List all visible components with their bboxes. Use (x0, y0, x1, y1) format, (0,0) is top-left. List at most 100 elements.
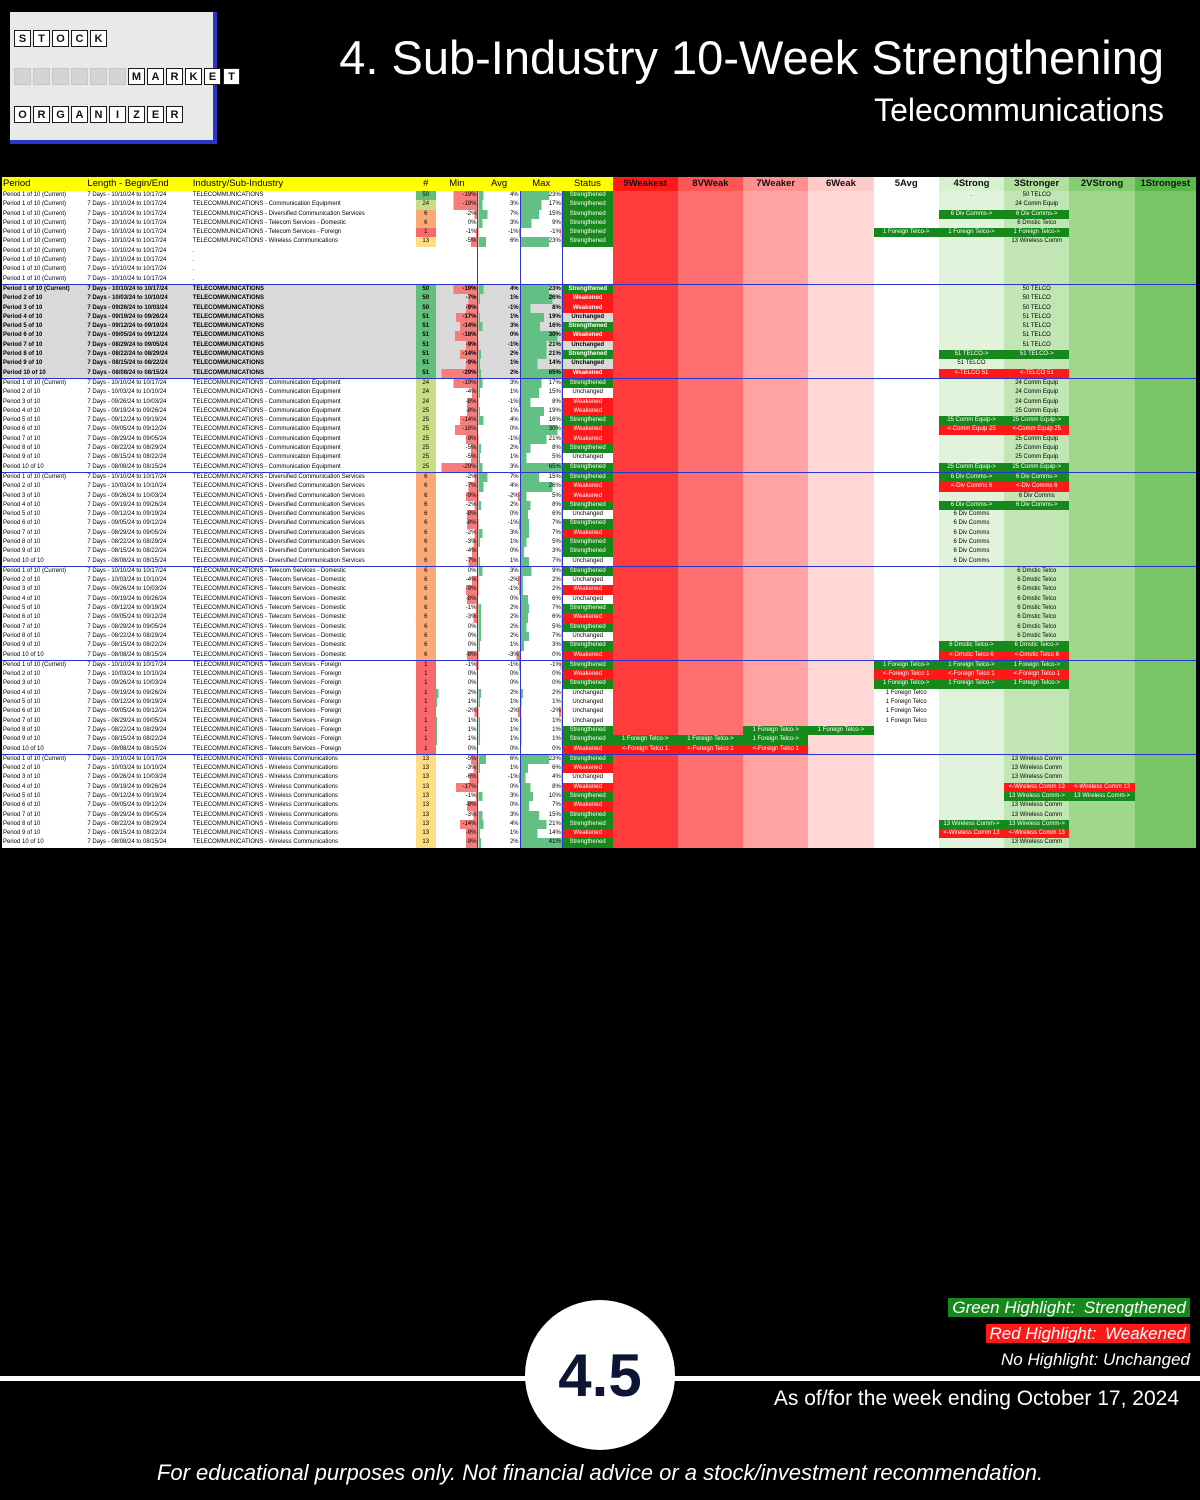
column-header: 7Weaker (743, 177, 809, 191)
zone-cell (1069, 322, 1135, 332)
zone-cell (873, 782, 939, 792)
zone-cell: 25 Comm Equip (1004, 453, 1070, 463)
min-cell: -7% (435, 556, 478, 567)
zone-cell (1004, 556, 1070, 567)
count-cell: 6 (415, 622, 436, 632)
zone-cell (1134, 688, 1196, 699)
length-cell: 7 Days - 09/12/24 to 09/19/24 (86, 698, 192, 708)
min-cell: -6% (435, 773, 478, 783)
length-cell: 7 Days - 08/22/24 to 08/29/24 (86, 537, 192, 548)
zone-cell: 1 Foreign Telco-> (743, 735, 809, 745)
min-cell: -9% (435, 303, 478, 313)
zone-cell (873, 810, 939, 820)
zone-cell (612, 471, 678, 483)
zone-cell (612, 792, 678, 802)
zone-cell (1134, 792, 1196, 802)
count-cell: 13 (415, 792, 436, 802)
max-cell: 0% (519, 670, 563, 680)
zone-cell (612, 303, 678, 313)
min-cell: -9% (435, 434, 478, 445)
zone-cell (938, 594, 1005, 605)
period-cell: Period 9 of 10 (2, 829, 87, 839)
length-cell: 7 Days - 08/22/24 to 08/29/24 (86, 725, 192, 736)
zone-cell (873, 274, 939, 285)
length-cell: 7 Days - 10/10/24 to 10/17/24 (86, 237, 192, 247)
zone-cell (612, 519, 678, 529)
avg-cell: 1% (477, 388, 521, 398)
zone-cell (1004, 725, 1070, 736)
period-cell: Period 4 of 10 (2, 688, 87, 699)
zone-cell: 6 Div Comms (938, 547, 1005, 557)
zone-cell (677, 500, 744, 511)
length-cell: 7 Days - 08/22/24 to 08/29/24 (86, 631, 192, 642)
table-row: Period 7 of 10 7 Days - 08/29/24 to 09/05… (2, 434, 1196, 445)
count-cell: 6 (415, 576, 436, 586)
zone-cell: 1 Foreign Telco-> (1004, 679, 1070, 689)
min-cell (435, 274, 478, 285)
length-cell: 7 Days - 08/15/24 to 08/22/24 (86, 735, 192, 745)
zone-cell (612, 191, 678, 201)
zone-cell (873, 576, 939, 586)
zone-cell (938, 377, 1005, 389)
zone-cell (1069, 312, 1135, 323)
min-cell: -3% (435, 537, 478, 548)
zone-cell (1004, 716, 1070, 726)
zone-cell (1134, 350, 1196, 360)
zone-cell: . (938, 191, 1005, 201)
table-row: Period 1 of 10 (Current) 7 Days - 10/10/2… (2, 228, 1196, 238)
zone-cell (1134, 725, 1196, 736)
zone-cell: <-Foreign Telco 1 (873, 670, 939, 680)
logo-letter: T (223, 68, 240, 85)
industry-cell: TELECOMMUNICATIONS - Diversified Communi… (191, 528, 416, 538)
industry-cell: TELECOMMUNICATIONS (191, 359, 416, 369)
status-cell: Weakened (561, 482, 613, 492)
count-cell: 6 (415, 565, 436, 577)
avg-cell: 3% (477, 810, 521, 820)
zone-cell (1069, 228, 1135, 238)
max-cell: 3% (519, 641, 563, 651)
min-cell: 1% (435, 735, 478, 745)
min-cell: -9% (435, 359, 478, 369)
min-cell: -2% (435, 707, 478, 717)
table-row: Period 1 of 10 (Current) 7 Days - 10/10/2… (2, 218, 1196, 229)
zone-cell (612, 801, 678, 811)
zone-cell (677, 274, 744, 285)
zone-cell (808, 547, 874, 557)
length-cell: 7 Days - 09/12/24 to 09/19/24 (86, 322, 192, 332)
zone-cell (677, 792, 744, 802)
min-cell: 0% (435, 218, 478, 229)
min-cell: -8% (435, 650, 478, 661)
zone-cell (938, 753, 1005, 765)
zone-cell (808, 406, 874, 417)
zone-cell (1069, 191, 1135, 201)
zone-cell (1069, 388, 1135, 398)
zone-cell: <-Dmstic Telco 6 (938, 650, 1005, 661)
min-cell: -3% (435, 613, 478, 623)
zone-cell (1069, 471, 1135, 483)
status-cell: Unchanged (561, 631, 613, 642)
industry-cell: TELECOMMUNICATIONS - Telecom Services - … (191, 735, 416, 745)
zone-cell (1134, 556, 1196, 567)
zone-cell (1134, 829, 1196, 839)
period-cell: Period 5 of 10 (2, 322, 87, 332)
period-cell: Period 1 of 10 (Current) (2, 246, 87, 257)
zone-cell (612, 556, 678, 567)
zone-cell (677, 359, 744, 369)
period-cell: Period 6 of 10 (2, 519, 87, 529)
zone-cell (808, 453, 874, 463)
count-cell: 13 (415, 753, 436, 765)
max-cell (519, 265, 563, 275)
zone-cell (612, 416, 678, 426)
zone-cell: 6 Div Comms-> (938, 471, 1005, 483)
zone-cell (612, 537, 678, 548)
count-cell: 24 (415, 200, 436, 210)
industry-cell: TELECOMMUNICATIONS - Diversified Communi… (191, 500, 416, 511)
zone-cell (677, 425, 744, 435)
zone-cell (873, 801, 939, 811)
zone-cell: <-Div Comms 6 (1004, 482, 1070, 492)
table-row: Period 2 of 10 7 Days - 10/03/24 to 10/10… (2, 670, 1196, 680)
zone-cell (677, 547, 744, 557)
table-row: Period 2 of 10 7 Days - 10/03/24 to 10/10… (2, 294, 1196, 304)
zone-cell (1069, 698, 1135, 708)
zone-cell (938, 801, 1005, 811)
